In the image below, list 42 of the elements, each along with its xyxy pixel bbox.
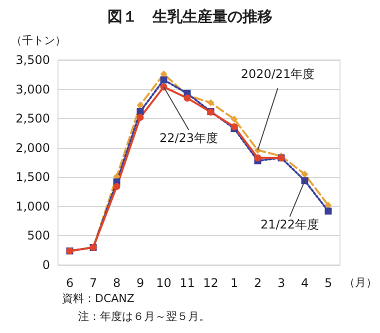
x-tick-label: 9	[136, 276, 144, 290]
annotation: 2020/21年度	[240, 67, 315, 82]
y-tick-label: 3,000	[16, 82, 50, 96]
x-tick-label: 8	[112, 276, 121, 290]
x-tick-label: 4	[300, 276, 309, 290]
x-tick-label: 3	[277, 276, 286, 290]
annotation: 21/22年度	[260, 218, 320, 232]
y-tick-label: 0	[42, 258, 50, 272]
y-tick-label: 3,500	[16, 53, 50, 67]
y-tick-label: 1,000	[16, 199, 50, 214]
point	[254, 154, 262, 162]
point	[324, 202, 332, 209]
y-tick-label: 1,500	[16, 170, 50, 184]
point	[230, 116, 238, 123]
x-tick-label: 1	[230, 276, 238, 290]
x-tick-label: 12	[203, 276, 218, 290]
chart-title: 図１ 生乳生産量の推移	[108, 8, 272, 26]
point	[207, 99, 214, 106]
x-tick-label: 10	[156, 276, 172, 290]
point	[113, 183, 120, 190]
point	[136, 114, 144, 121]
annotation: 22/23年度	[159, 130, 218, 145]
point	[301, 170, 308, 178]
y-axis-title: （千トン）	[11, 34, 66, 47]
x-tick-label: 5	[324, 276, 332, 290]
y-tick-label: 2,000	[16, 140, 50, 155]
x-axis-title: （月）	[344, 276, 377, 289]
point	[136, 108, 144, 116]
point	[160, 83, 168, 90]
point	[160, 76, 168, 84]
text: 注：年度は６月～翌５月。	[78, 310, 210, 323]
y-tick-label: 2,500	[16, 112, 50, 126]
point	[324, 208, 332, 215]
point	[136, 102, 144, 109]
x-tick-label: 7	[89, 276, 98, 290]
y-tick-label: 500	[27, 228, 50, 243]
x-tick-label: 11	[180, 276, 195, 290]
x-tick-label: 6	[66, 276, 74, 290]
x-tick-label: 2	[254, 276, 262, 290]
point	[301, 177, 308, 184]
point	[184, 94, 191, 102]
text: 資料：DCANZ	[62, 292, 135, 305]
